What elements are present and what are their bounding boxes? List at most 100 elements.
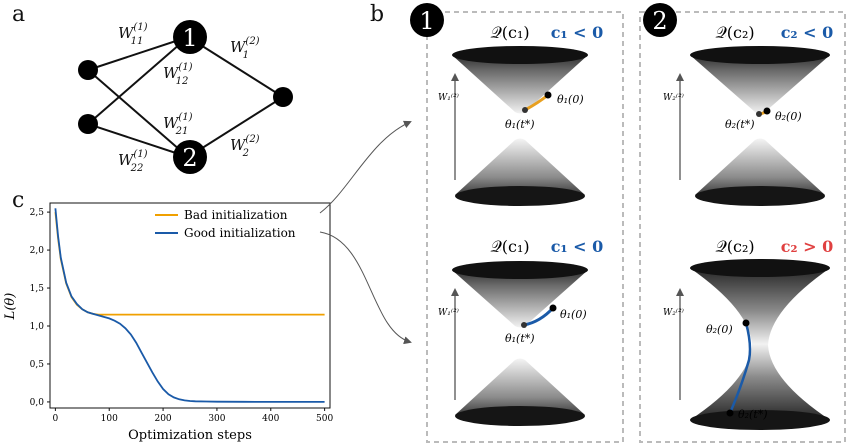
cell1-start-label: θ₁(0): [557, 93, 584, 106]
cell3-lower-rim: [455, 406, 585, 426]
hidden-node-1: [173, 20, 207, 54]
legend-label: Good initialization: [184, 226, 296, 240]
loss-chart: 0,0 0,5 1,0 1,5 2,0 2,5 0 100 200 300 400 500 Bad …: [3, 202, 333, 443]
x-tick-label: 100: [101, 414, 118, 424]
cell1-title: 𝒬(c₁): [490, 23, 529, 42]
cell1-upper-cone: [452, 47, 588, 114]
cell2-end-label: θ₂(t*): [725, 118, 755, 131]
input-node-1: [78, 60, 98, 80]
cell1-axis-label: W₁⁽²⁾: [438, 92, 459, 103]
cell1-upper-rim: [452, 46, 588, 64]
cell4-start-label: θ₂(0): [706, 323, 733, 336]
network-diagram: 1 2 W(1) 11 W(1) 12 W(1) 21 W(1) 22 W(2) 1 W(…: [78, 20, 293, 174]
panel-label-b: b: [370, 2, 385, 27]
x-axis-ticks: 0 100 200 300 400 500: [53, 408, 333, 424]
weight-w22-label: W(1) 22: [118, 149, 148, 174]
hidden-node-2-label: 2: [182, 144, 197, 172]
cell2-start-point: [763, 107, 771, 115]
output-node: [273, 87, 293, 107]
surface-cell-1: 𝒬(c₁) c₁ < 0 W₁⁽²⁾ θ₁(0) θ₁(t*): [438, 23, 603, 206]
series-lines: [54, 208, 325, 403]
hidden-node-2: [173, 140, 207, 174]
x-tick-label: 500: [316, 414, 333, 424]
weight-w11-label: W(1) 11: [118, 22, 148, 47]
y-axis-label: L(θ): [3, 293, 18, 321]
cell1-end-point: [522, 107, 528, 113]
arrow-bad-to-b: [319, 120, 412, 214]
panel-b1-frame: [426, 11, 624, 443]
cell4-end-label: θ₂(t*): [738, 408, 768, 421]
cell1-end-label: θ₁(t*): [505, 118, 535, 131]
cell2-axis-label: W₂⁽²⁾: [663, 92, 684, 103]
cell3-condition: c₁ < 0: [551, 237, 603, 256]
cell3-end-point: [521, 322, 527, 328]
panel-b2-frame: [639, 11, 846, 443]
legend-label: Bad initialization: [184, 208, 288, 222]
cell3-axis-label: W₁⁽²⁾: [438, 307, 459, 318]
panel-b2-badge: [643, 3, 677, 37]
cell4-lower-rim: [690, 410, 830, 430]
y-tick-label: 2,5: [30, 208, 45, 218]
cell1-condition: c₁ < 0: [551, 23, 603, 42]
panel-b1-badge: [410, 3, 444, 37]
cell4-condition: c₂ > 0: [781, 237, 833, 256]
panel-label-c: c: [12, 188, 25, 213]
y-tick-label: 2,0: [30, 246, 45, 256]
cell3-upper-rim: [452, 261, 588, 279]
cell3-lower-cone: [455, 358, 585, 424]
y-tick-label: 1,0: [30, 322, 45, 332]
weight-w21-label: W(1) 21: [163, 112, 193, 137]
y-tick-label: 0,0: [30, 398, 45, 408]
cell1-start-point: [544, 91, 552, 99]
hidden-node-1-label: 1: [182, 24, 197, 52]
cell2-upper-rim: [690, 46, 830, 64]
weight-w12-label: W(1) 12: [163, 62, 193, 87]
surface-cell-3: 𝒬(c₁) c₁ < 0 W₁⁽²⁾ θ₁(0) θ₁(t*): [438, 237, 603, 426]
panel-b2-badge-label: 2: [652, 7, 667, 35]
panel-label-a: a: [12, 2, 26, 27]
edge-w21: [87, 36, 189, 125]
x-tick-label: 300: [208, 414, 225, 424]
cell3-start-label: θ₁(0): [560, 308, 587, 321]
x-tick-label: 0: [53, 414, 59, 424]
cell2-title: 𝒬(c₂): [715, 23, 754, 42]
cell3-upper-cone: [452, 262, 588, 328]
cell4-axis-label: W₂⁽²⁾: [663, 307, 684, 318]
cell2-upper-cone: [690, 47, 830, 114]
cell2-end-point: [756, 111, 762, 117]
plot-frame: [49, 202, 331, 409]
surface-cell-2: 𝒬(c₂) c₂ < 0 W₂⁽²⁾ θ₂(0) θ₂(t*): [663, 23, 833, 206]
cell2-start-label: θ₂(0): [775, 110, 802, 123]
cell2-condition: c₂ < 0: [781, 23, 833, 42]
cell4-hyperboloid: [690, 261, 830, 427]
cell3-title: 𝒬(c₁): [490, 237, 529, 256]
edge-w1: [187, 36, 284, 98]
panel-b1-badge-label: 1: [419, 7, 434, 35]
cell1-lower-rim: [455, 186, 585, 206]
y-axis-ticks: 0,0 0,5 1,0 1,5 2,0 2,5: [30, 208, 50, 408]
cell4-trajectory: [728, 322, 752, 414]
surface-cell-4: 𝒬(c₂) c₂ > 0 W₂⁽²⁾ θ₂(0) θ₂(t*): [663, 237, 833, 430]
cell2-lower-cone: [695, 138, 825, 204]
chart-legend: Bad initialization Good initialization: [155, 208, 296, 240]
edge-w2: [187, 96, 284, 158]
input-node-2: [78, 114, 98, 134]
cell4-upper-rim: [690, 259, 830, 277]
edge-w11: [87, 36, 189, 71]
y-tick-label: 0,5: [30, 360, 45, 370]
cell3-start-point: [549, 304, 557, 312]
x-axis-label: Optimization steps: [128, 428, 252, 443]
cell2-lower-rim: [695, 186, 825, 206]
edge-w22: [87, 123, 189, 158]
arrow-good-to-b: [319, 231, 412, 345]
cell3-end-label: θ₁(t*): [505, 332, 535, 345]
series-line-good: [54, 208, 325, 403]
cell1-lower-cone: [455, 138, 585, 204]
cell4-title: 𝒬(c₂): [715, 237, 754, 256]
cell4-start-point: [742, 319, 750, 327]
weight-w1-label: W(2) 1: [230, 36, 260, 61]
x-tick-label: 400: [262, 414, 279, 424]
cell4-end-point: [726, 409, 734, 417]
y-tick-label: 1,5: [30, 284, 45, 294]
